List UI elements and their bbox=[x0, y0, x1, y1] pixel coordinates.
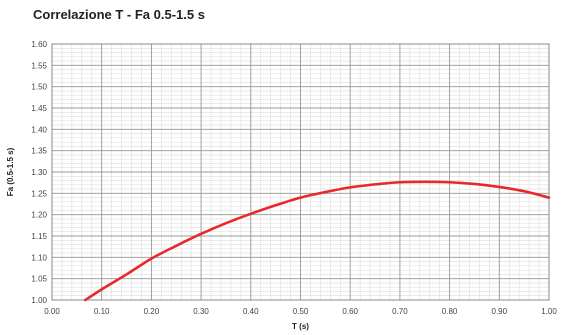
x-axis-ticks: 0.00 0.10 0.20 0.30 0.40 0.50 0.60 0.70 0.80 0.90… bbox=[44, 307, 557, 316]
series-line bbox=[83, 180, 551, 302]
x-tick-label: 0.20 bbox=[144, 307, 160, 316]
x-tick-label: 0.80 bbox=[442, 307, 458, 316]
y-tick-label: 1.15 bbox=[31, 232, 47, 241]
y-tick-label: 1.00 bbox=[31, 296, 47, 305]
x-tick-label: 0.90 bbox=[492, 307, 508, 316]
y-tick-label: 1.30 bbox=[31, 168, 47, 177]
y-tick-label: 1.20 bbox=[31, 211, 47, 220]
x-tick-label: 0.10 bbox=[94, 307, 110, 316]
major-grid bbox=[51, 43, 550, 301]
x-tick-label: 0.60 bbox=[342, 307, 358, 316]
x-axis-label: T (s) bbox=[292, 322, 309, 331]
y-tick-label: 1.50 bbox=[31, 83, 47, 92]
y-axis-ticks: 1.00 1.05 1.10 1.15 1.20 1.25 1.30 1.35 1.40 1.45… bbox=[31, 40, 47, 305]
y-tick-label: 1.10 bbox=[31, 253, 47, 262]
plot-area-frame bbox=[51, 43, 550, 301]
x-tick-label: 0.50 bbox=[293, 307, 309, 316]
x-tick-label: 0.30 bbox=[193, 307, 209, 316]
y-tick-label: 1.40 bbox=[31, 125, 47, 134]
y-tick-label: 1.60 bbox=[31, 40, 47, 49]
y-tick-label: 1.05 bbox=[31, 275, 47, 284]
y-axis-label: Fa (0.5-1.5 s) bbox=[6, 147, 15, 196]
y-tick-label: 1.25 bbox=[31, 189, 47, 198]
x-tick-label: 0.40 bbox=[243, 307, 259, 316]
chart-title: Correlazione T - Fa 0.5-1.5 s bbox=[33, 7, 205, 22]
y-tick-label: 1.35 bbox=[31, 147, 47, 156]
y-tick-label: 1.55 bbox=[31, 61, 47, 70]
x-tick-label: 0.00 bbox=[44, 307, 60, 316]
y-tick-label: 1.45 bbox=[31, 104, 47, 113]
x-tick-label: 1.00 bbox=[541, 307, 557, 316]
x-tick-label: 0.70 bbox=[392, 307, 408, 316]
